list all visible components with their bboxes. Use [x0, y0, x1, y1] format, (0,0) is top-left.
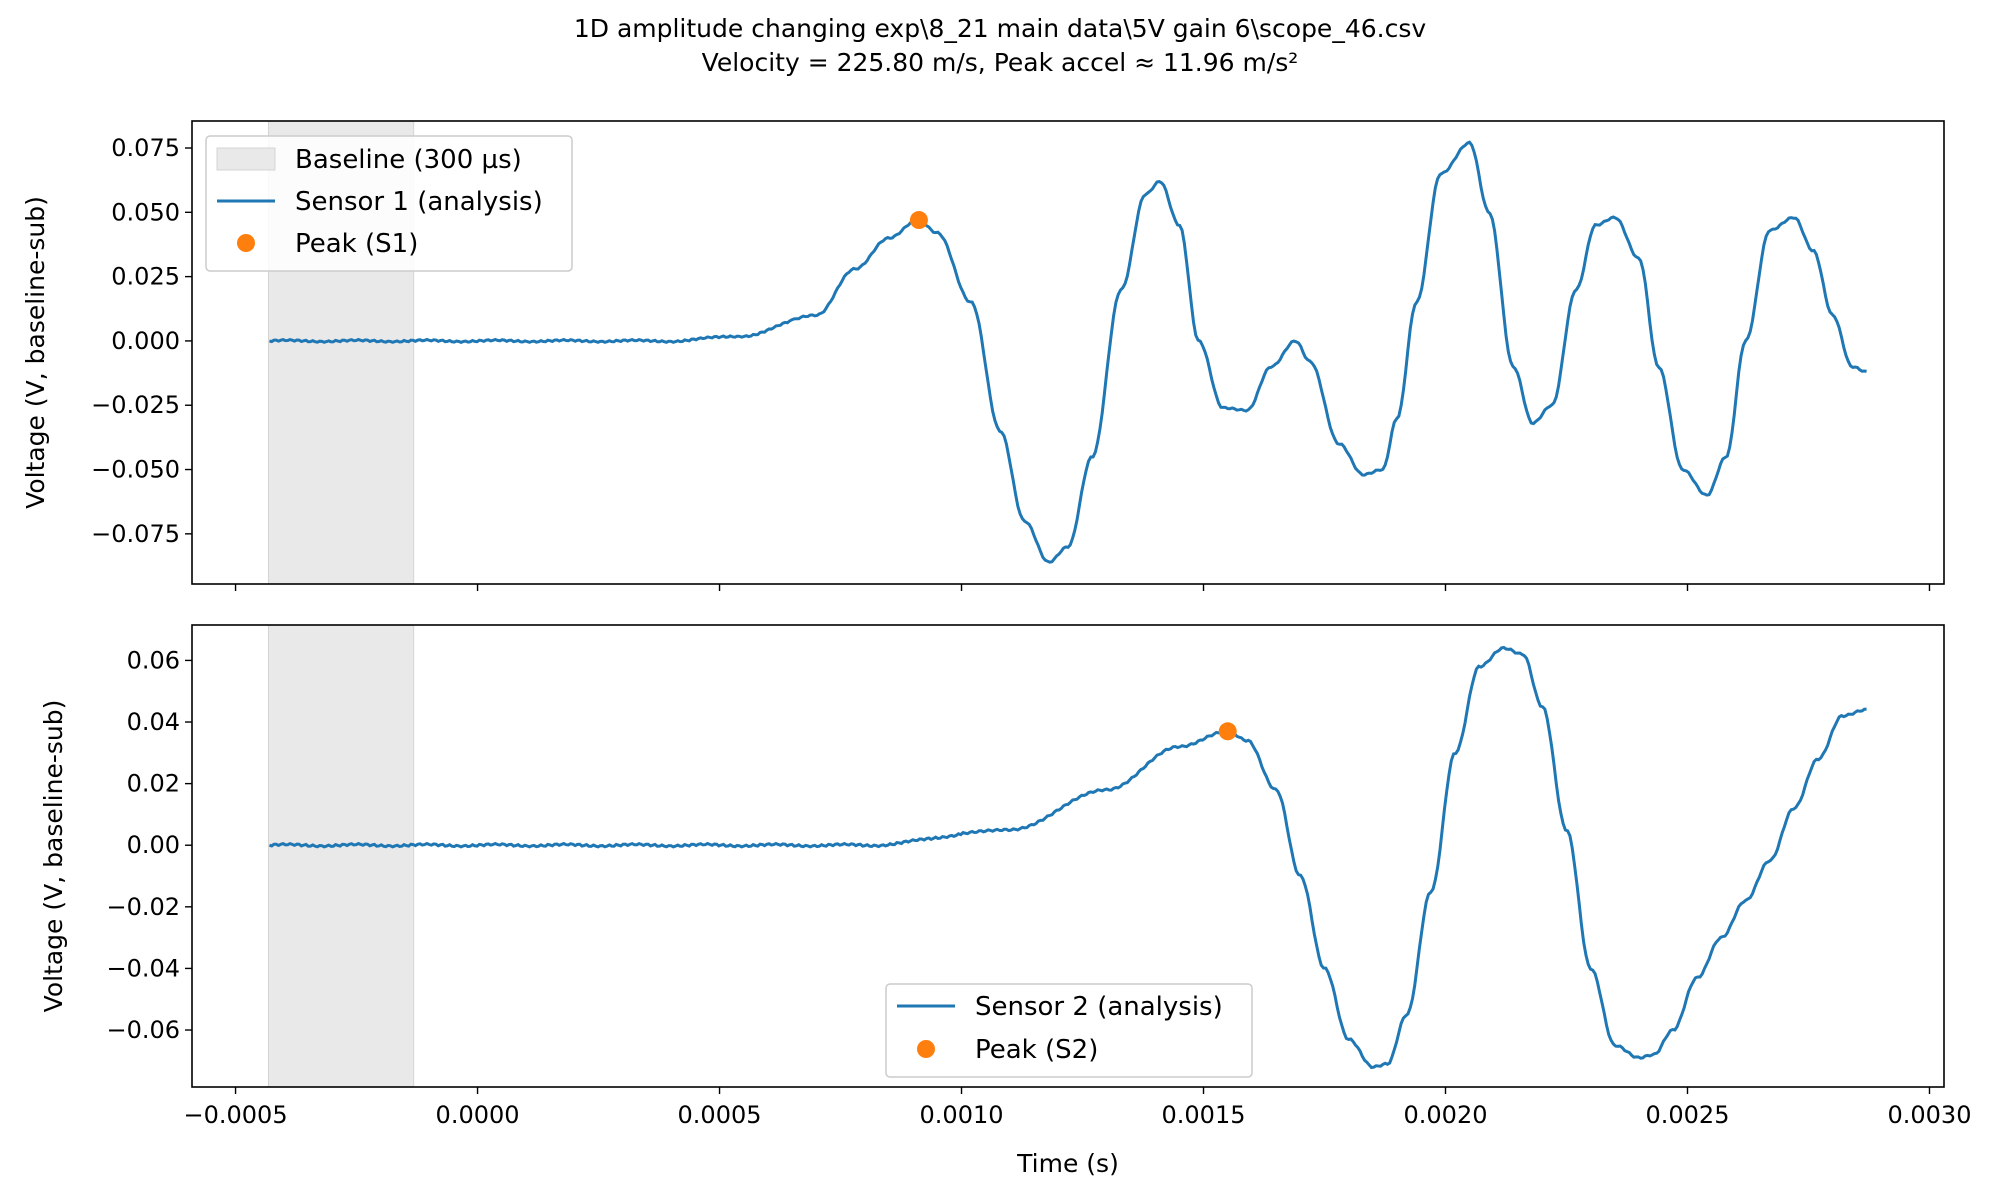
y-tick-label: 0.025 — [111, 263, 180, 291]
series-line-sensor-1 — [269, 140, 1867, 564]
x-tick-label: 0.0030 — [1887, 1101, 1971, 1129]
axes-frame — [191, 624, 1945, 1088]
x-tick-label: 0.0025 — [1645, 1101, 1729, 1129]
x-tick-label: 0.0020 — [1404, 1101, 1488, 1129]
x-tick-label: 0.0010 — [920, 1101, 1004, 1129]
y-tick-label: 0.000 — [111, 327, 180, 355]
y-tick-label: 0.02 — [127, 770, 180, 798]
y-tick-label: −0.04 — [106, 954, 180, 982]
legend-peak-swatch — [917, 1040, 935, 1058]
y-tick-label: 0.06 — [127, 646, 180, 674]
y-tick-label: −0.050 — [91, 456, 180, 484]
peak-marker-s1 — [909, 211, 928, 230]
x-axis-label: Time (s) — [1016, 1149, 1119, 1178]
axes-frame — [191, 120, 1945, 585]
x-tick-label: 0.0015 — [1162, 1101, 1246, 1129]
x-tick-label: 0.0005 — [678, 1101, 762, 1129]
x-tick-label: −0.0005 — [184, 1101, 288, 1129]
legend-label-sensor: Sensor 2 (analysis) — [975, 992, 1223, 1022]
y-tick-label: 0.00 — [127, 831, 180, 859]
legend-peak-swatch — [237, 234, 255, 252]
baseline-span — [267, 624, 415, 1088]
peak-marker-s2 — [1218, 722, 1237, 741]
y-axis-label: Voltage (V, baseline-sub) — [21, 196, 50, 509]
y-tick-label: −0.02 — [106, 893, 180, 921]
chart-subtitle: Velocity = 225.80 m/s, Peak accel ≈ 11.9… — [702, 48, 1299, 77]
series-line-sensor-2 — [268, 645, 1867, 1070]
chart-title: 1D amplitude changing exp\8_21 main data… — [574, 14, 1427, 43]
legend-label-peak: Peak (S2) — [975, 1035, 1098, 1065]
y-tick-label: −0.06 — [106, 1016, 180, 1044]
legend-box — [885, 983, 1253, 1078]
plot-panels: −0.075 −0.050 −0.025 0.000 0.025 0.050 0.075 Vo… — [21, 120, 1971, 1178]
panel-2: −0.06 −0.04 −0.02 0.00 0.02 0.04 0.06 −0.0005 0.… — [39, 624, 1971, 1129]
legend-label-peak: Peak (S1) — [295, 229, 418, 259]
y-tick-label: 0.050 — [111, 198, 180, 226]
y-axis-label: Voltage (V, baseline-sub) — [39, 700, 68, 1013]
y-tick-label: 0.04 — [127, 708, 180, 736]
legend-box — [205, 135, 573, 272]
panel-1: −0.075 −0.050 −0.025 0.000 0.025 0.050 0.075 Vo… — [21, 120, 1945, 591]
legend-label-baseline: Baseline (300 µs) — [295, 145, 522, 175]
legend-baseline-swatch — [216, 147, 276, 171]
y-tick-label: 0.075 — [111, 134, 180, 162]
y-tick-label: −0.075 — [91, 520, 180, 548]
y-tick-label: −0.025 — [91, 391, 180, 419]
legend-label-sensor: Sensor 1 (analysis) — [295, 187, 543, 217]
x-tick-label: 0.0000 — [436, 1101, 520, 1129]
